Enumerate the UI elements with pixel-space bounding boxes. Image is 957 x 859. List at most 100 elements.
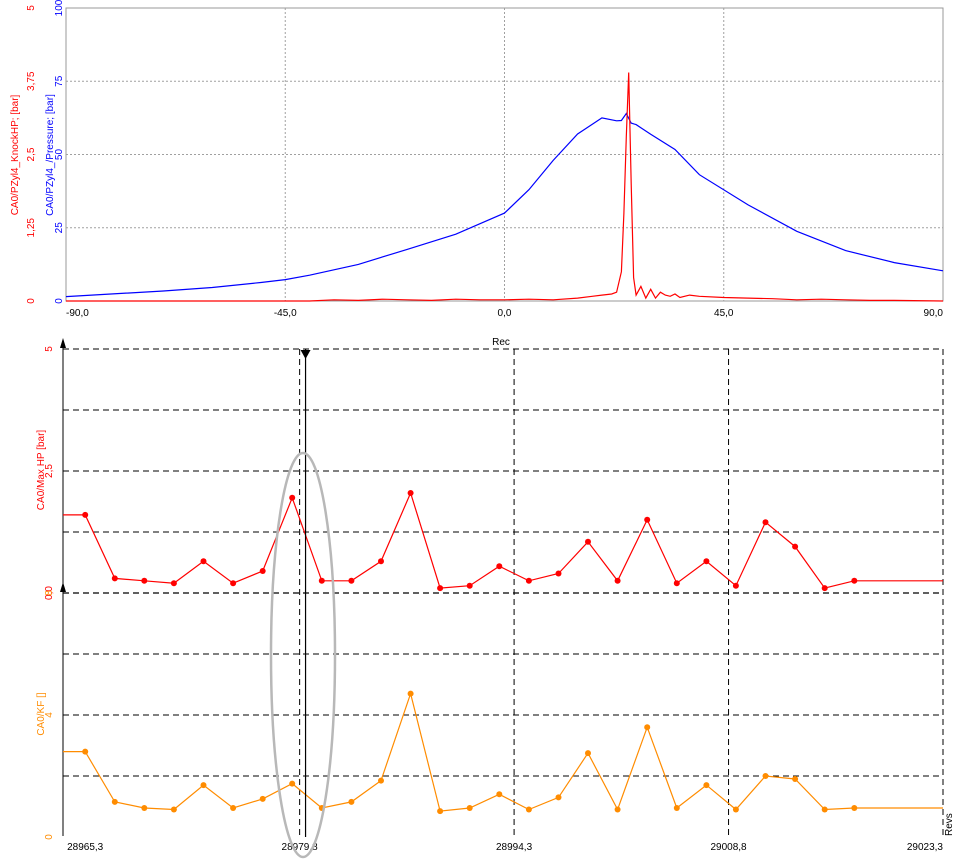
top-x-tick-label: 90,0 (924, 308, 944, 319)
max-hp-data-point (732, 582, 739, 589)
max-hp-axis-arrow-icon (60, 338, 66, 348)
rec-x-tick-labels: 28965,3 28979,8 28994,3 29008,8 29023,3 (67, 842, 943, 853)
max-hp-data-point (437, 585, 444, 592)
top-pressure-y-tick-label: 0 (54, 298, 65, 304)
max-hp-data-point (851, 577, 858, 584)
max-hp-y-tick-labels: 0,0 2,5 5 (44, 346, 55, 600)
top-knock-y-tick-label: 0 (26, 298, 37, 304)
kf-data-point (289, 780, 296, 787)
highlight-ellipse (269, 451, 337, 859)
pressure-chart: -90,0 -45,0 0,0 45,0 90,0 0 1,25 2,5 3,75 5 0 25 5… (10, 0, 944, 319)
max-hp-data-point (525, 577, 532, 584)
max-hp-data-point (200, 558, 207, 565)
top-knock-y-tick-label: 2,5 (26, 147, 37, 161)
kf-data-point (703, 782, 710, 789)
kf-data-point (496, 791, 503, 798)
kf-data-point (407, 690, 414, 697)
knock-series-line (66, 72, 944, 302)
kf-data-point (644, 724, 651, 731)
kf-data-point (259, 795, 266, 802)
max-hp-data-point (141, 577, 148, 584)
max-hp-data-point (170, 580, 177, 587)
revs-cursor[interactable] (300, 349, 311, 837)
top-series-layer (65, 72, 944, 302)
pressure-series-line (65, 112, 944, 298)
kf-data-point (851, 805, 858, 811)
max-hp-data-point (289, 494, 296, 501)
max-hp-data-point (496, 563, 503, 570)
top-knock-y-tick-label: 3,75 (26, 71, 37, 91)
max-hp-data-point (673, 580, 680, 587)
kf-data-point (200, 782, 207, 789)
max-hp-data-point (644, 516, 651, 523)
top-pressure-y-tick-label: 25 (54, 222, 65, 234)
kf-data-point (525, 806, 532, 813)
max-hp-data-point (762, 519, 769, 526)
top-knock-y-tick-label: 1,25 (26, 218, 37, 238)
rec-x-tick-label: 29008,8 (710, 842, 747, 853)
kf-data-point (348, 798, 355, 805)
top-pressure-y-tick-label: 100 (54, 0, 65, 16)
kf-data-point (437, 808, 444, 815)
max-hp-data-point (555, 570, 562, 577)
max-hp-data-point (821, 585, 828, 592)
max-hp-data-point (259, 568, 266, 574)
top-pressure-y-tick-label: 50 (54, 149, 65, 161)
max-hp-data-point (792, 543, 799, 550)
rec-x-tick-label: 28965,3 (67, 842, 104, 853)
max-hp-data-point (407, 490, 414, 496)
top-knock-y-tick-labels: 0 1,25 2,5 3,75 5 (26, 5, 37, 304)
kf-data-point (732, 806, 739, 813)
max-hp-y-tick-label: 0,0 (44, 586, 55, 600)
top-x-tick-label: -45,0 (274, 308, 297, 319)
top-grid (66, 8, 943, 301)
kf-axis-arrow-icon (60, 582, 66, 592)
top-x-tick-labels: -90,0 -45,0 0,0 45,0 90,0 (66, 308, 943, 319)
kf-data-point (111, 798, 118, 805)
top-knock-y-tick-label: 5 (26, 5, 37, 11)
kf-data-point (614, 806, 621, 813)
kf-data-point (555, 794, 562, 801)
top-x-tick-label: 0,0 (498, 308, 512, 319)
max-hp-y-tick-label: 2,5 (44, 464, 55, 478)
kf-y-tick-labels: 0 4 8 (44, 590, 55, 840)
top-knock-axis-label: CA0/PZyl4_KnockHP; [bar] (10, 94, 21, 215)
rec-series-layer (63, 490, 943, 815)
rec-x-tick-label: 28994,3 (496, 842, 533, 853)
kf-data-point (673, 805, 680, 811)
top-x-tick-label: -90,0 (66, 308, 89, 319)
max-hp-data-point (230, 580, 237, 587)
kf-data-point (378, 777, 384, 784)
kf-data-point (230, 805, 237, 811)
rec-x-tick-label: 28979,8 (282, 842, 319, 853)
max-hp-data-point (378, 558, 384, 565)
max-hp-data-point (614, 577, 621, 584)
top-pressure-axis-label: CA0/PZyl4_/Pressure; [bar] (45, 94, 56, 216)
top-x-tick-label: 45,0 (714, 308, 734, 319)
rec-chart-title: Rec (492, 337, 510, 348)
kf-data-point (466, 805, 473, 811)
kf-y-tick-label: 8 (44, 590, 55, 596)
top-pressure-y-tick-label: 75 (54, 75, 65, 87)
kf-axis-label: CA0/KF [] (36, 692, 47, 736)
kf-y-tick-label: 0 (44, 834, 55, 840)
kf-y-tick-label: 4 (44, 712, 55, 718)
top-pressure-y-tick-labels: 0 25 50 75 100 (54, 0, 65, 304)
kf-data-point (821, 806, 828, 813)
max-hp-data-point (466, 582, 473, 589)
rec-x-axis-label: Revs (944, 813, 955, 836)
kf-data-point (170, 806, 177, 813)
max-hp-axis-label: CA0/Max HP [bar] (36, 430, 47, 511)
kf-data-point (792, 776, 799, 782)
max-hp-data-point (348, 577, 355, 584)
max-hp-data-point (703, 558, 710, 565)
cursor-handle-icon (300, 350, 311, 359)
rec-grid (63, 348, 944, 837)
max-hp-data-point (585, 538, 591, 545)
max-hp-data-point (82, 511, 89, 518)
kf-data-point (585, 750, 591, 757)
max-hp-data-point (111, 575, 118, 582)
max-hp-data-point (318, 577, 325, 584)
rec-x-tick-label: 29023,3 (907, 842, 944, 853)
